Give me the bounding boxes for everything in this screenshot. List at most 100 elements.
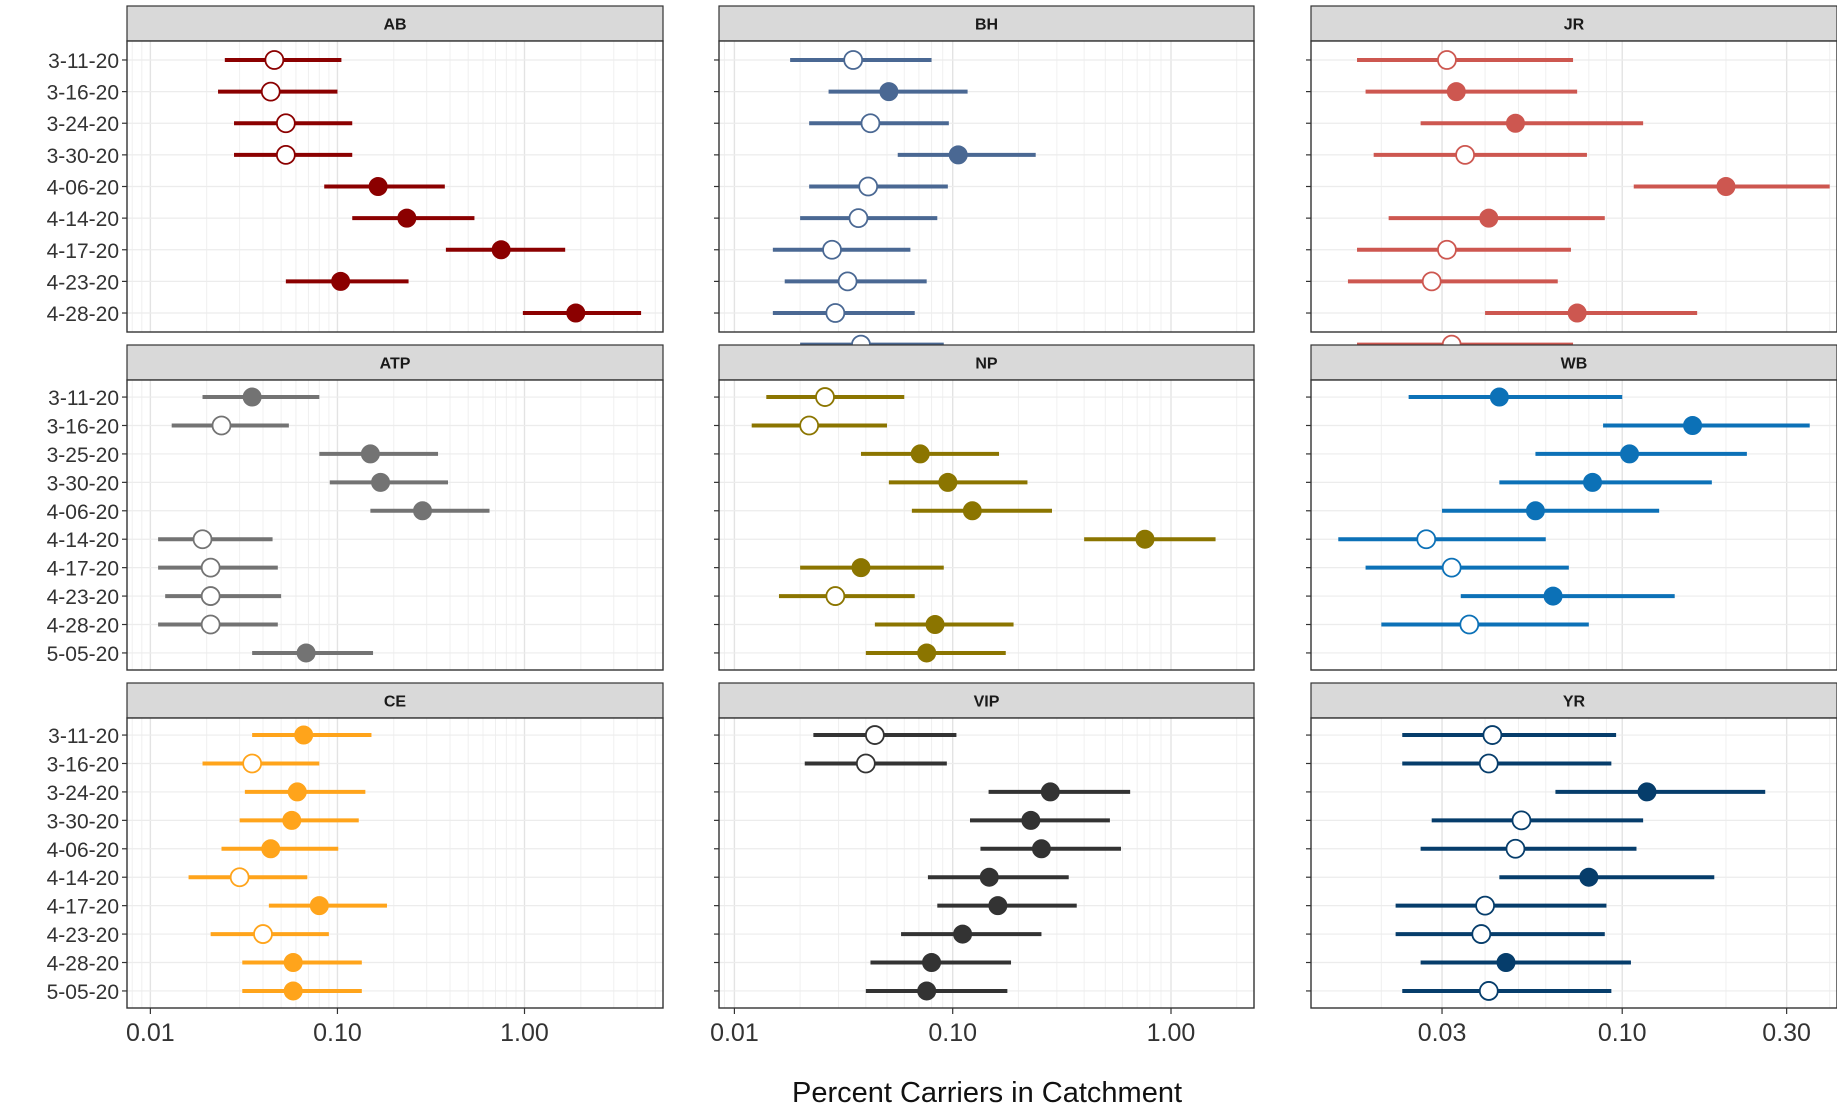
panel-bh: BH xyxy=(714,5,1255,355)
point-open xyxy=(822,239,842,260)
point-open xyxy=(799,415,820,436)
point-filled xyxy=(938,472,958,492)
point-open xyxy=(275,144,296,165)
facet-strip xyxy=(126,5,664,42)
point-filled xyxy=(413,501,433,521)
y-tick-label: 3-16-20 xyxy=(47,415,119,438)
panel-border xyxy=(1310,717,1837,1009)
point-open xyxy=(1421,271,1442,292)
point-open xyxy=(815,387,835,407)
facet-strip xyxy=(718,344,1255,381)
panel-np: NP xyxy=(714,344,1255,671)
y-tick-label: 3-24-20 xyxy=(47,113,119,136)
point-filled xyxy=(1683,415,1703,435)
point-open xyxy=(1437,239,1457,260)
y-tick-label: 4-17-20 xyxy=(47,896,119,919)
point-filled xyxy=(910,444,930,464)
point-open xyxy=(1475,895,1495,916)
point-filled xyxy=(566,303,586,323)
point-filled xyxy=(1479,208,1499,228)
point-open xyxy=(275,113,296,134)
point-filled xyxy=(309,896,329,916)
point-filled xyxy=(397,208,417,228)
panel-background xyxy=(1311,380,1837,670)
point-open xyxy=(843,50,864,70)
y-tick-label: 4-06-20 xyxy=(47,501,119,524)
point-filled xyxy=(979,867,999,887)
y-tick-label: 4-17-20 xyxy=(47,240,119,263)
point-filled xyxy=(917,981,937,1001)
point-filled xyxy=(1489,387,1509,407)
x-tick-label: 0.03 xyxy=(1418,1019,1467,1047)
x-tick-label: 0.01 xyxy=(710,1019,759,1047)
point-open xyxy=(1482,725,1503,745)
y-tick-label: 4-14-20 xyxy=(47,867,119,890)
y-tick-label: 5-05-20 xyxy=(47,643,119,666)
panel-border xyxy=(126,379,664,671)
point-filled xyxy=(1637,782,1657,802)
point-filled xyxy=(1446,82,1466,102)
point-filled xyxy=(1716,177,1736,196)
point-open xyxy=(211,415,232,436)
y-tick-label: 3-16-20 xyxy=(47,753,119,776)
point-open xyxy=(848,208,869,229)
point-filled xyxy=(1505,113,1525,133)
point-filled xyxy=(953,924,973,944)
y-tick-label: 4-06-20 xyxy=(47,839,119,862)
point-filled xyxy=(1567,303,1587,323)
point-filled xyxy=(1031,839,1051,859)
point-filled xyxy=(925,615,945,635)
facet-strip-label: YR xyxy=(1563,694,1586,711)
panel-border xyxy=(718,717,1255,1009)
facet-strip xyxy=(126,682,664,719)
panel-jr: JR xyxy=(1306,5,1837,355)
x-tick-label: 0.01 xyxy=(126,1019,175,1047)
point-filled xyxy=(1525,501,1545,521)
x-tick-label: 0.10 xyxy=(928,1019,977,1047)
panel-background xyxy=(127,718,663,1008)
point-filled xyxy=(261,839,281,859)
facet-strip-label: CE xyxy=(384,694,407,711)
point-filled xyxy=(1496,953,1516,973)
y-tick-label: 3-11-20 xyxy=(48,50,119,73)
point-open xyxy=(242,753,263,774)
point-filled xyxy=(948,145,968,165)
y-tick-label: 5-05-20 xyxy=(47,981,119,1004)
y-tick-label: 3-25-20 xyxy=(47,444,119,467)
point-open xyxy=(858,176,879,197)
x-tick-label: 0.30 xyxy=(1762,1019,1811,1047)
point-open xyxy=(860,113,881,134)
y-tick-label: 3-11-20 xyxy=(48,725,119,748)
y-tick-label: 3-24-20 xyxy=(47,782,119,805)
y-tick-label: 4-17-20 xyxy=(47,558,119,581)
point-filled xyxy=(287,782,307,802)
point-open xyxy=(1505,838,1526,859)
point-open xyxy=(200,614,221,635)
panel-yr: YR 0.03 0.10 0.30 xyxy=(1306,682,1837,1047)
y-tick-label: 4-23-20 xyxy=(47,586,119,609)
x-tick-label: 1.00 xyxy=(500,1019,549,1047)
point-open xyxy=(200,586,221,606)
panel-background xyxy=(719,718,1254,1008)
y-tick-label: 3-30-20 xyxy=(47,810,119,833)
point-open xyxy=(1437,50,1457,70)
facet-strip-label: NP xyxy=(975,356,998,373)
point-open xyxy=(1471,924,1492,944)
panel-vip: VIP 0.01 0.10 1.00 xyxy=(710,682,1255,1047)
y-tick-label: 4-23-20 xyxy=(47,271,119,294)
facet-strip-label: BH xyxy=(975,17,998,34)
point-open xyxy=(1511,810,1532,831)
x-tick-label: 0.10 xyxy=(313,1019,362,1047)
point-open xyxy=(837,271,858,292)
panel-border xyxy=(1310,379,1837,671)
point-open xyxy=(229,867,250,888)
facet-strip-label: ATP xyxy=(380,356,411,373)
panel-background xyxy=(1311,718,1837,1008)
panel-border xyxy=(126,717,664,1009)
point-open xyxy=(1478,753,1499,774)
point-filled xyxy=(879,82,899,102)
point-filled xyxy=(1579,867,1599,887)
point-open xyxy=(264,50,285,70)
point-open xyxy=(192,529,213,550)
point-filled xyxy=(283,981,303,1001)
